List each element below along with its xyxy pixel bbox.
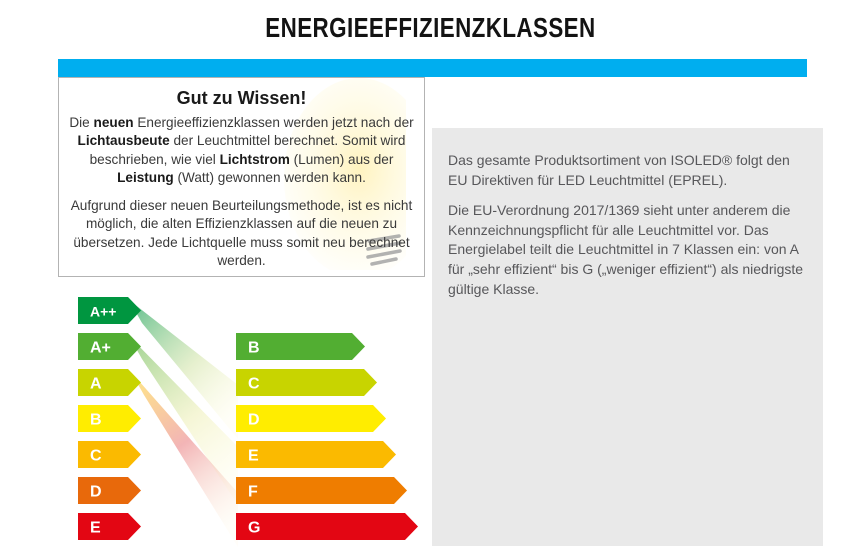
new-class-arrow-B [236, 333, 365, 360]
old-class-label-A++: A++ [90, 304, 116, 320]
new-class-arrow-F [236, 477, 407, 504]
transition-ribbon-3 [131, 372, 238, 547]
info-box-heading: Gut zu Wissen! [176, 88, 307, 108]
right-panel: Das gesamte Produktsortiment von ISOLED®… [432, 128, 823, 546]
new-class-label-E: E [248, 448, 259, 465]
old-class-arrow-A+ [78, 333, 141, 360]
new-class-arrow-C [236, 369, 377, 396]
old-class-label-E: E [90, 520, 101, 537]
transition-ribbon-1 [129, 300, 238, 439]
old-class-label-D: D [90, 484, 102, 501]
new-class-arrow-E [236, 441, 396, 468]
old-class-label-A+: A+ [90, 340, 111, 357]
page-title: ENERGIEEFFIZIENZKLASSEN [265, 12, 596, 43]
new-class-arrow-G [236, 513, 418, 540]
new-class-label-C: C [248, 376, 260, 393]
top-accent-bar [58, 59, 807, 77]
new-class-label-D: D [248, 412, 260, 429]
old-class-label-B: B [90, 412, 102, 429]
info-paragraph-1: Die neuen Energieeffizienzklassen werden… [69, 115, 414, 186]
new-class-label-F: F [248, 484, 258, 501]
panel-paragraph-2: Die EU-Verordnung 2017/1369 sieht unter … [448, 202, 804, 297]
old-class-arrow-C [78, 441, 141, 468]
page-header: ENERGIEEFFIZIENZKLASSEN [0, 12, 861, 44]
panel-paragraph-1: Das gesamte Produktsortiment von ISOLED®… [448, 152, 790, 188]
info-box: Gut zu Wissen! Die neuen Energieeffizien… [58, 77, 425, 277]
old-class-arrow-A [78, 369, 141, 396]
old-class-label-A: A [90, 376, 102, 393]
old-class-arrow-E [78, 513, 141, 540]
new-class-label-B: B [248, 340, 260, 357]
old-class-label-C: C [90, 448, 102, 465]
energy-label-diagram: A++ A+ A B C D E B C D E F G [78, 297, 418, 547]
new-class-label-G: G [248, 520, 260, 537]
old-class-arrow-A++ [78, 297, 141, 324]
old-class-arrow-D [78, 477, 141, 504]
info-paragraph-2: Aufgrund dieser neuen Beurteilungsmethod… [70, 197, 413, 269]
new-class-arrow-D [236, 405, 386, 432]
old-class-arrow-B [78, 405, 141, 432]
